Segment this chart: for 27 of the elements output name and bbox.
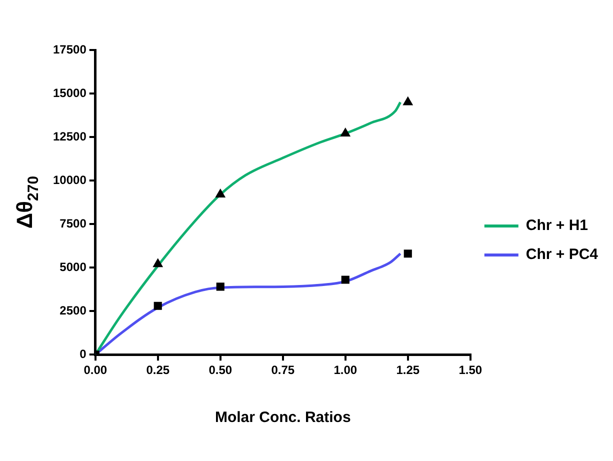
point <box>404 250 412 258</box>
x-tick-label: 0.25 <box>146 363 170 378</box>
y-tick-label: 12500 <box>52 129 87 144</box>
x-axis-title: Molar Conc. Ratios <box>214 409 351 426</box>
legend-label: Chr + H1 <box>526 217 588 234</box>
y-tick-label: 17500 <box>52 42 87 56</box>
x-tick-label: 0.00 <box>84 363 108 378</box>
x-tick-label: 1.00 <box>334 363 358 378</box>
x-tick-label: 0.50 <box>208 363 232 378</box>
x-tick-label: 1.25 <box>396 363 420 378</box>
x-tick-label: 1.50 <box>458 363 482 378</box>
legend-label: Chr + PC4 <box>526 246 599 264</box>
point <box>341 276 350 284</box>
y-tick-label: 7500 <box>60 216 87 230</box>
y-tick-label: 15000 <box>52 86 87 100</box>
x-tick-label: 0.75 <box>271 363 295 378</box>
y-tick-label: 2500 <box>60 303 87 318</box>
y-tick-label: 10000 <box>52 172 87 187</box>
point <box>153 258 163 268</box>
point <box>216 188 226 198</box>
y-axis-title: Δθ270 <box>12 176 42 229</box>
point <box>216 282 224 291</box>
point <box>340 128 350 137</box>
point <box>154 302 162 310</box>
y-tick-label: 5000 <box>60 260 87 274</box>
y-tick-label: 0 <box>80 346 87 361</box>
point <box>403 96 413 106</box>
